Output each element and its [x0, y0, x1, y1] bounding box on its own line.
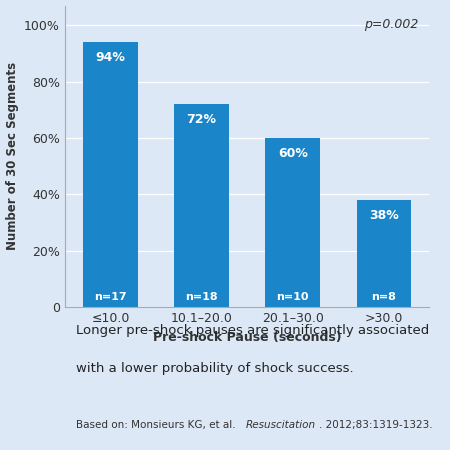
Text: n=18: n=18 [185, 292, 218, 302]
Text: n=17: n=17 [94, 292, 127, 302]
X-axis label: Pre-shock Pause (seconds): Pre-shock Pause (seconds) [153, 331, 342, 344]
Bar [266, 138, 320, 307]
Text: n=10: n=10 [276, 292, 309, 302]
Text: 94%: 94% [95, 51, 126, 63]
Text: 38%: 38% [369, 209, 399, 221]
Text: 60%: 60% [278, 147, 308, 160]
Text: n=8: n=8 [371, 292, 396, 302]
Text: with a lower probability of shock success.: with a lower probability of shock succes… [76, 362, 353, 375]
Bar [356, 200, 411, 307]
Text: Longer pre-shock pauses are significantly associated: Longer pre-shock pauses are significantl… [76, 324, 429, 337]
Text: Resuscitation: Resuscitation [246, 420, 316, 430]
Text: 72%: 72% [187, 112, 216, 126]
Bar [174, 104, 229, 307]
Bar [83, 42, 138, 307]
Text: . 2012;83:1319-1323.: . 2012;83:1319-1323. [320, 420, 433, 430]
Y-axis label: Number of 30 Sec Segments: Number of 30 Sec Segments [5, 63, 18, 251]
Text: Based on: Monsieurs KG, et al.: Based on: Monsieurs KG, et al. [76, 420, 238, 430]
Text: p=0.002: p=0.002 [364, 18, 418, 31]
